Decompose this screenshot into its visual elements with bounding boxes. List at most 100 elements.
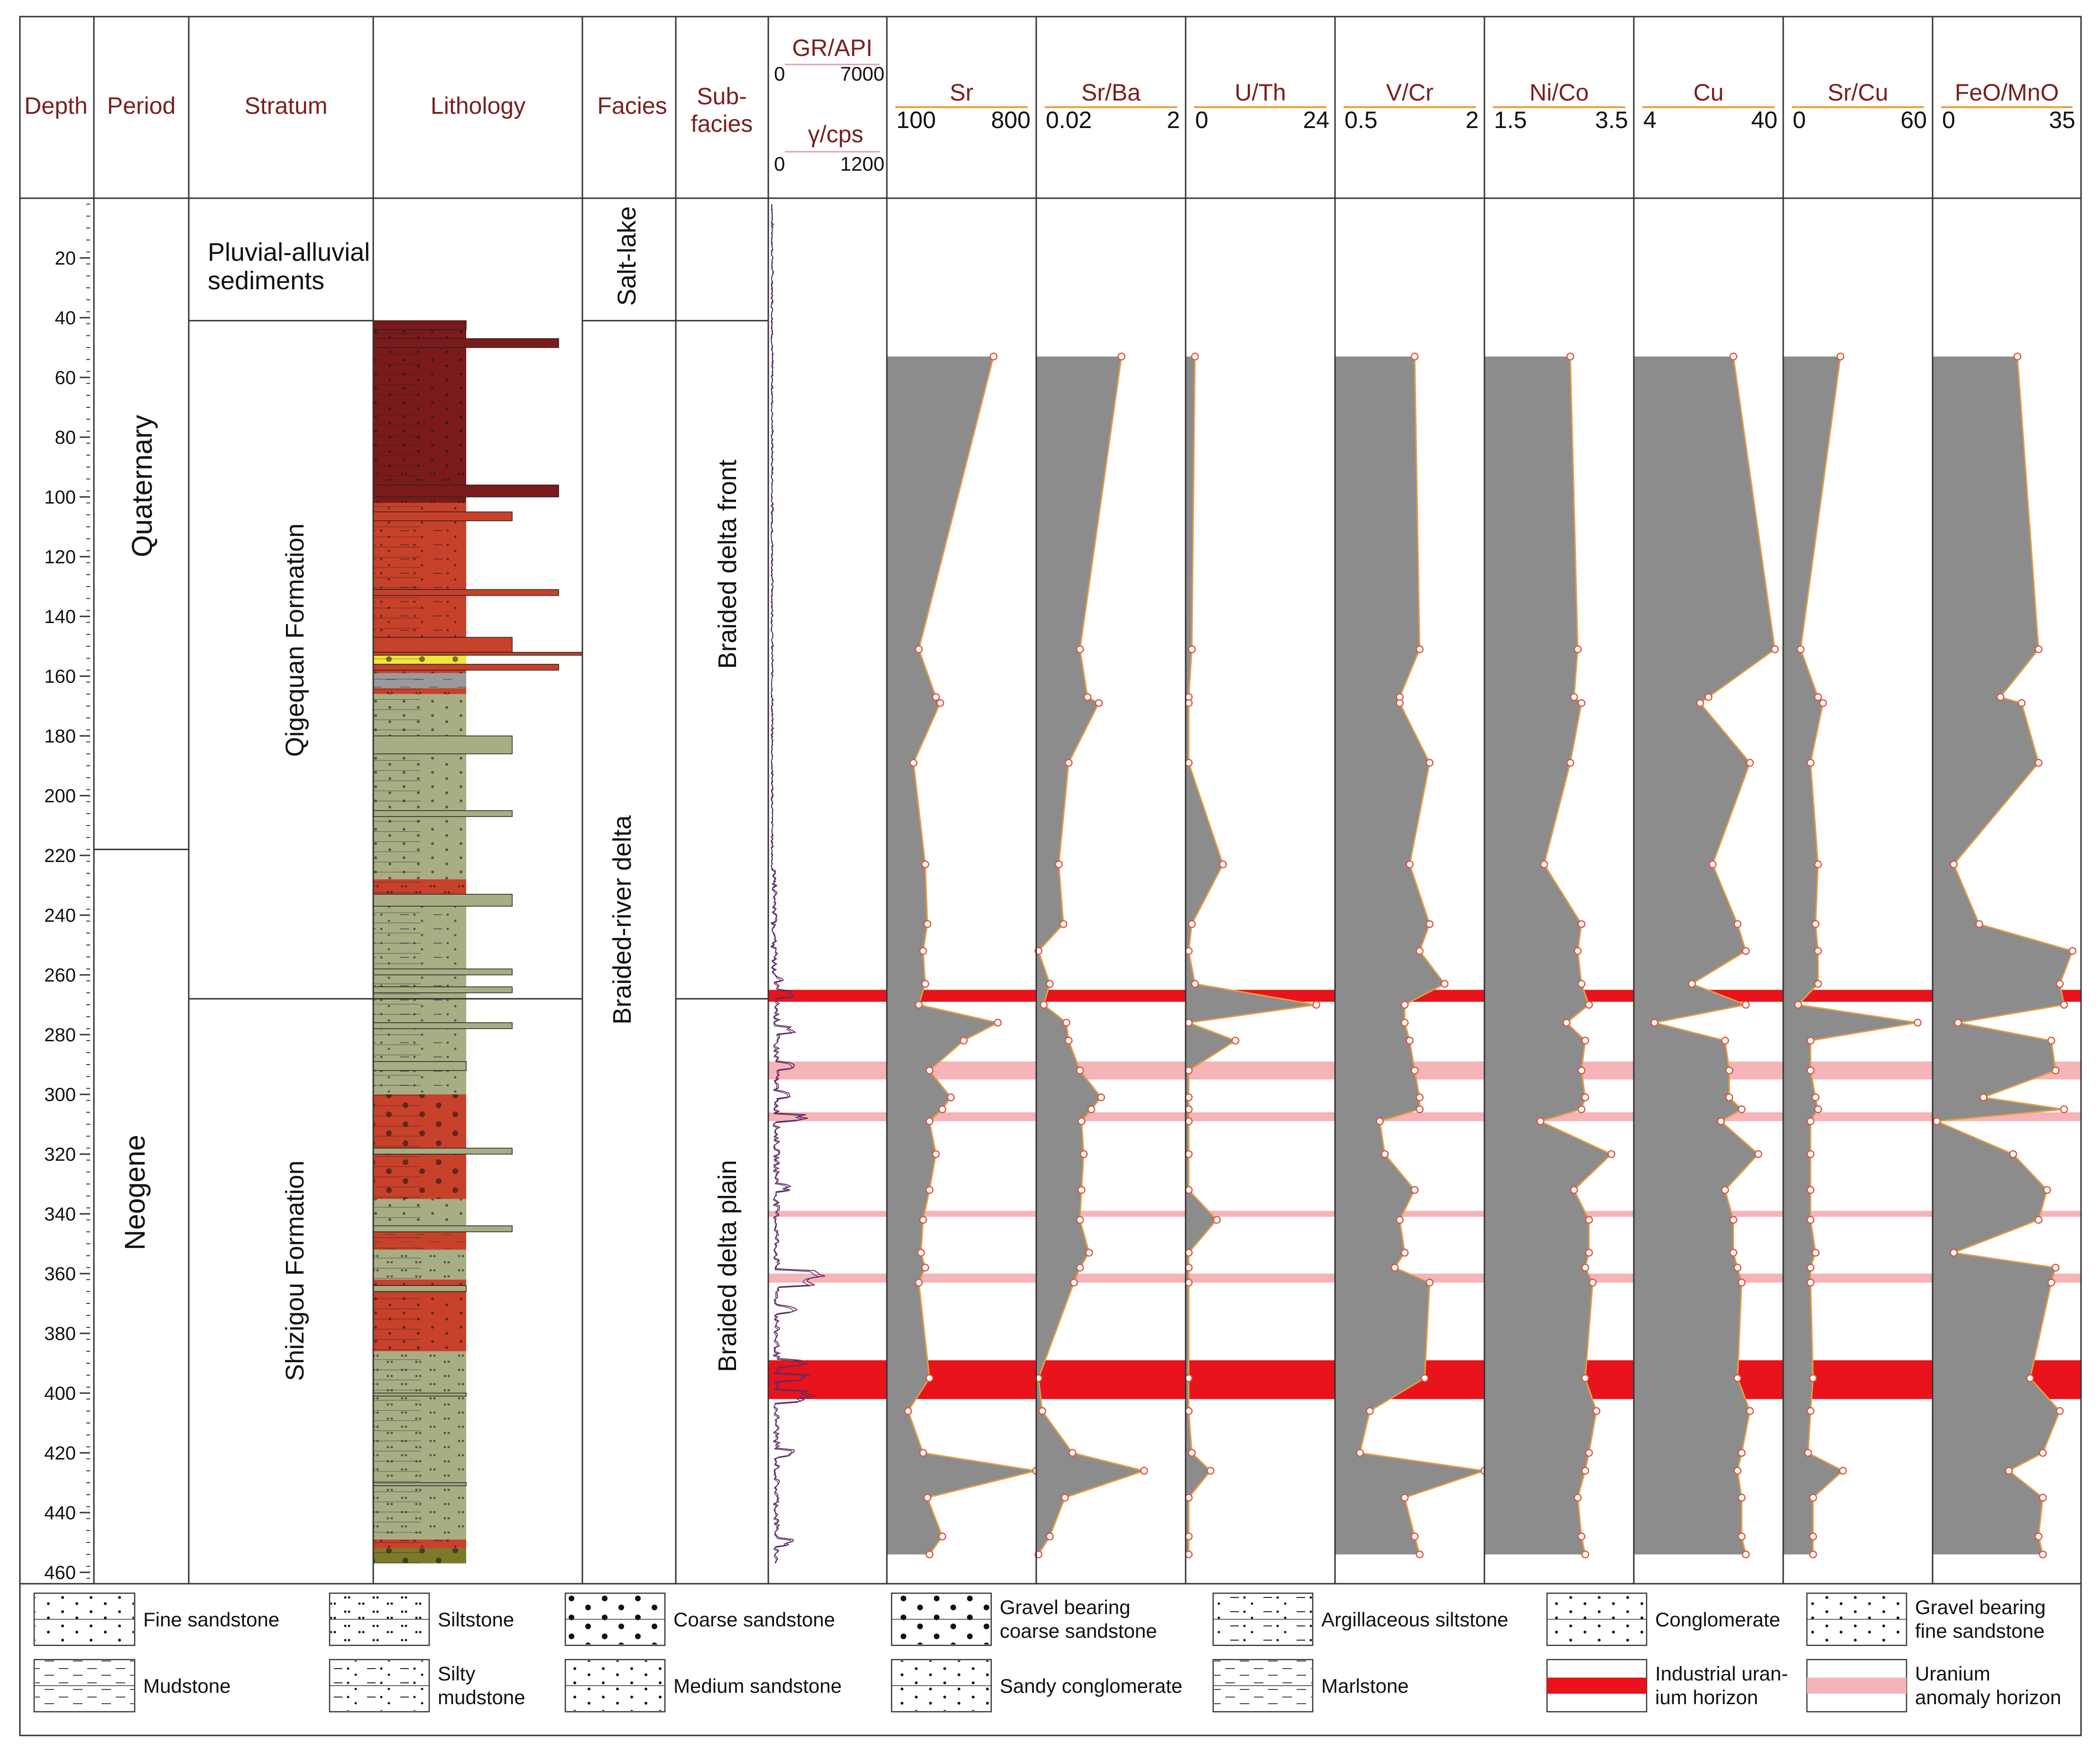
legend-label: coarse sandstone xyxy=(1000,1620,1157,1642)
legend-label: Uranium xyxy=(1915,1662,1990,1685)
data-point xyxy=(1577,1105,1585,1113)
data-point xyxy=(1650,1019,1658,1027)
data-point xyxy=(1188,920,1196,928)
column-labels: Quaternary Neogene Pluvial-alluvial sedi… xyxy=(119,206,742,1381)
header-subfacies-1: Sub- xyxy=(697,83,747,110)
header-lithology: Lithology xyxy=(431,92,525,119)
track-min: 1.5 xyxy=(1494,107,1527,133)
data-point xyxy=(1381,1150,1389,1158)
data-point xyxy=(2035,645,2043,653)
legend-label: Silty xyxy=(438,1662,475,1685)
depth-axis: 20 40 60 80 100 120 140 160 180 200 220 240 260 280 30… xyxy=(44,203,90,1583)
lithology-column xyxy=(373,320,583,1564)
data-point xyxy=(1400,1000,1409,1009)
data-point xyxy=(1950,860,1958,869)
data-point xyxy=(1061,1494,1069,1502)
data-point xyxy=(1087,1105,1096,1113)
data-point xyxy=(1566,759,1575,767)
data-point xyxy=(1396,1216,1404,1224)
data-point xyxy=(2017,699,2026,707)
lithology-ledge xyxy=(373,968,513,975)
data-point xyxy=(1593,1407,1601,1415)
depth-tick-label: 40 xyxy=(55,308,76,329)
data-point xyxy=(1185,1264,1193,1272)
data-point xyxy=(1729,352,1738,361)
data-point xyxy=(1185,1278,1193,1287)
data-point xyxy=(1219,860,1227,869)
depth-tick-label: 120 xyxy=(44,547,76,568)
facies-braided-river-delta: Braided-river delta xyxy=(608,815,636,1024)
data-point xyxy=(1185,1117,1193,1125)
data-point xyxy=(1231,1037,1240,1045)
subfacies-delta-plain: Braided delta plain xyxy=(713,1160,742,1372)
legend-item-argillaceous-siltstone: Argillaceous siltstone xyxy=(1212,1592,1509,1646)
data-point xyxy=(1185,1550,1193,1559)
data-point xyxy=(1046,980,1054,988)
lithology-ledge xyxy=(373,320,467,330)
data-point xyxy=(1185,1105,1193,1113)
data-point xyxy=(1704,693,1713,701)
legend: Fine sandstone Siltstone Coarse sandstone G… xyxy=(33,1592,2061,1713)
lithology-ledge xyxy=(373,735,513,754)
data-point xyxy=(1076,1264,1084,1272)
track-title: Ni/Co xyxy=(1529,79,1589,106)
period-neogene: Neogene xyxy=(119,1135,151,1250)
data-point xyxy=(2013,352,2022,361)
data-point xyxy=(1794,1000,1802,1009)
legend-item-sandy-conglomerate: Sandy conglomerate xyxy=(891,1659,1182,1713)
data-point xyxy=(925,1374,934,1382)
data-point xyxy=(917,1248,925,1257)
depth-tick-label: 360 xyxy=(44,1264,76,1285)
legend-item-marlstone: Marlstone xyxy=(1212,1659,1409,1713)
legend-frame xyxy=(19,1583,2082,1736)
data-point xyxy=(1416,1105,1424,1113)
lithology-ledge xyxy=(373,986,513,993)
lithology-ledge xyxy=(373,664,559,671)
data-point xyxy=(1185,699,1193,707)
track-max: 35 xyxy=(2049,107,2075,133)
track-min: 0 xyxy=(1942,107,1955,133)
data-point xyxy=(923,920,931,928)
data-point xyxy=(1738,1278,1746,1287)
data-point xyxy=(1806,1066,1814,1074)
track-max: 2 xyxy=(1167,107,1180,133)
uranium-anomaly-band xyxy=(768,1211,2081,1217)
gr-max: 7000 xyxy=(840,63,884,85)
data-point xyxy=(1814,1105,1822,1113)
data-point xyxy=(1577,699,1585,707)
data-point xyxy=(1416,947,1424,955)
data-point xyxy=(1065,759,1073,767)
data-point xyxy=(1574,1494,1582,1502)
depth-tick-label: 160 xyxy=(44,666,76,687)
depth-tick-label: 340 xyxy=(44,1204,76,1225)
data-point xyxy=(1400,1494,1409,1502)
track-min: 0.02 xyxy=(1046,107,1092,133)
frame xyxy=(19,16,2082,1736)
lithology-ledge xyxy=(373,652,583,656)
data-point xyxy=(1809,1494,1817,1502)
data-point xyxy=(1733,1467,1741,1475)
data-point xyxy=(1607,1150,1615,1158)
data-point xyxy=(1185,1407,1193,1415)
data-point xyxy=(1416,645,1424,653)
header-gamma: γ/cps xyxy=(808,121,864,147)
data-point xyxy=(1188,645,1196,653)
legend-label: ium horizon xyxy=(1655,1686,1758,1708)
track-min: 100 xyxy=(896,107,936,133)
data-point xyxy=(1416,1093,1424,1101)
data-point xyxy=(1574,947,1582,955)
data-point xyxy=(1191,352,1199,361)
legend-label: Argillaceous siltstone xyxy=(1321,1608,1509,1631)
facies-salt-lake: Salt-lake xyxy=(613,206,641,306)
legend-label: anomaly horizon xyxy=(1915,1686,2061,1708)
legend-item-fine-sandstone: Fine sandstone xyxy=(33,1592,279,1646)
data-point xyxy=(915,1278,923,1287)
lithology-pattern xyxy=(373,1539,466,1549)
legend-label: Sandy conglomerate xyxy=(1000,1675,1182,1697)
data-point xyxy=(2068,947,2077,955)
stratum-qigequan: Qigequan Formation xyxy=(281,523,309,757)
legend-item-medium-sandstone: Medium sandstone xyxy=(564,1659,842,1713)
